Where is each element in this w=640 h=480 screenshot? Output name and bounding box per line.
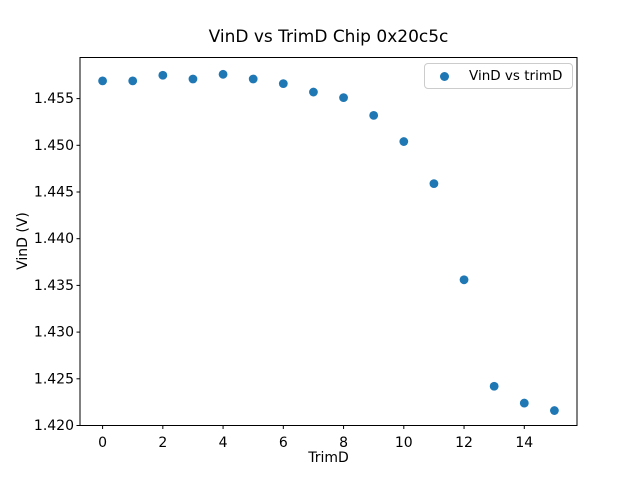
y-tick-label: 1.420 — [34, 418, 74, 434]
y-tick-label: 1.440 — [34, 231, 74, 247]
x-tick-label: 6 — [279, 435, 288, 451]
scatter-point — [399, 137, 409, 146]
x-tick-label: 14 — [515, 435, 533, 451]
x-tick-label: 2 — [158, 435, 167, 451]
scatter-point — [248, 74, 258, 84]
scatter-point — [519, 398, 529, 408]
scatter-point — [550, 406, 559, 415]
scatter-point — [459, 275, 469, 285]
legend: VinD vs trimD — [424, 63, 573, 89]
scatter-point — [339, 93, 348, 103]
legend-marker-icon — [440, 71, 449, 81]
y-tick-label: 1.455 — [34, 91, 74, 107]
scatter-point — [489, 381, 499, 391]
x-axis-label: TrimD — [308, 450, 349, 466]
x-tick-label: 0 — [98, 435, 107, 451]
x-tick-label: 4 — [219, 435, 228, 451]
y-tick-label: 1.435 — [34, 278, 74, 294]
y-tick-label: 1.425 — [34, 371, 74, 387]
axes-frame — [79, 57, 578, 426]
y-tick-label: 1.430 — [34, 325, 74, 341]
scatter-point — [158, 70, 168, 80]
x-tick-label: 8 — [339, 435, 348, 451]
legend-label: VinD vs trimD — [469, 68, 563, 84]
y-tick-label: 1.450 — [34, 138, 74, 154]
y-tick-label: 1.445 — [34, 184, 74, 200]
scatter-point — [309, 87, 318, 97]
scatter-point — [98, 76, 107, 86]
scatter-point — [218, 69, 228, 79]
x-tick-label: 10 — [395, 435, 413, 451]
chart-title: VinD vs TrimD Chip 0x20c5c — [208, 27, 449, 47]
scatter-point — [188, 74, 198, 84]
scatter-point — [278, 79, 288, 89]
scatter-point — [429, 179, 439, 188]
x-tick-label: 12 — [455, 435, 473, 451]
scatter-point — [369, 111, 379, 120]
scatter-point — [128, 76, 138, 86]
